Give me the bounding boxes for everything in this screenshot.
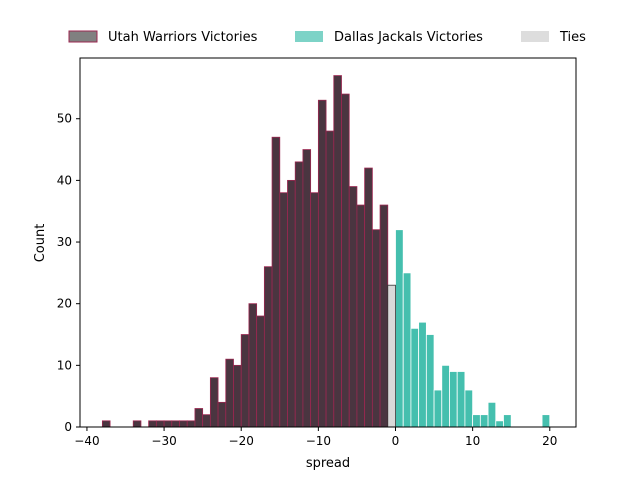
bar-dallas-jackals-victories-15 bbox=[541, 414, 551, 428]
bar-utah-warriors-victories-9 bbox=[202, 414, 211, 428]
x-axis-label: spread bbox=[306, 456, 350, 471]
bar-utah-warriors-victories-14 bbox=[240, 334, 250, 428]
x-tick-label: −30 bbox=[151, 434, 176, 448]
x-tick-label: 0 bbox=[392, 434, 400, 448]
bar-utah-warriors-victories-21 bbox=[294, 161, 304, 428]
bar-utah-warriors-victories-23 bbox=[310, 192, 319, 428]
x-tick-label: 20 bbox=[542, 434, 557, 448]
x-axis-ticks: −40 −30 −20 −10 0 10 20 bbox=[74, 427, 557, 448]
bar-utah-warriors-victories-20 bbox=[287, 179, 296, 428]
bar-utah-warriors-victories-17 bbox=[263, 266, 273, 428]
bar-utah-warriors-victories-26 bbox=[333, 75, 342, 428]
legend-label-0: Utah Warriors Victories bbox=[108, 30, 258, 45]
bar-utah-warriors-victories-13 bbox=[233, 364, 242, 428]
y-tick-label: 50 bbox=[57, 112, 72, 126]
legend: Utah Warriors Victories Dallas Jackals Vi… bbox=[68, 30, 586, 45]
bar-utah-warriors-victories-7 bbox=[186, 420, 196, 428]
x-tick-label: −40 bbox=[74, 434, 99, 448]
bar-dallas-jackals-victories-13 bbox=[495, 420, 504, 428]
bar-dallas-jackals-victories-5 bbox=[433, 389, 443, 428]
bar-utah-warriors-victories-11 bbox=[217, 401, 227, 428]
x-tick-label: −10 bbox=[306, 434, 331, 448]
bar-dallas-jackals-victories-6 bbox=[441, 364, 450, 428]
bar-dallas-jackals-victories-2 bbox=[410, 327, 420, 428]
y-tick-label: 40 bbox=[57, 173, 72, 187]
bar-utah-warriors-victories-15 bbox=[248, 303, 258, 428]
bar-dallas-jackals-victories-1 bbox=[402, 272, 412, 428]
bar-utah-warriors-victories-0 bbox=[101, 420, 111, 428]
legend-label-2: Ties bbox=[559, 30, 586, 45]
bar-utah-warriors-victories-1 bbox=[132, 420, 142, 428]
x-tick-label: −20 bbox=[229, 434, 254, 448]
y-tick-label: 10 bbox=[57, 358, 72, 372]
legend-label-1: Dallas Jackals Victories bbox=[334, 30, 483, 45]
legend-swatch-2 bbox=[521, 31, 549, 42]
bar-dallas-jackals-victories-0 bbox=[395, 229, 404, 428]
bar-utah-warriors-victories-8 bbox=[194, 408, 204, 428]
y-axis-label: Count bbox=[33, 224, 48, 263]
bar-utah-warriors-victories-5 bbox=[171, 420, 180, 428]
bar-utah-warriors-victories-29 bbox=[356, 204, 366, 428]
bar-dallas-jackals-victories-3 bbox=[418, 321, 427, 428]
bar-utah-warriors-victories-22 bbox=[302, 149, 312, 428]
bar-utah-warriors-victories-18 bbox=[271, 136, 281, 428]
bar-ties-0 bbox=[387, 284, 396, 428]
bar-utah-warriors-victories-30 bbox=[364, 167, 373, 428]
bar-dallas-jackals-victories-7 bbox=[449, 371, 458, 428]
y-tick-label: 20 bbox=[57, 297, 72, 311]
bar-utah-warriors-victories-12 bbox=[225, 358, 234, 428]
bar-dallas-jackals-victories-12 bbox=[487, 401, 497, 428]
bar-dallas-jackals-victories-11 bbox=[479, 414, 489, 428]
bar-utah-warriors-victories-6 bbox=[179, 420, 188, 428]
bar-dallas-jackals-victories-14 bbox=[503, 414, 512, 428]
bar-utah-warriors-victories-24 bbox=[317, 99, 327, 428]
bar-dallas-jackals-victories-9 bbox=[464, 389, 474, 428]
y-tick-label: 30 bbox=[57, 235, 72, 249]
bar-utah-warriors-victories-10 bbox=[209, 377, 219, 428]
bar-utah-warriors-victories-16 bbox=[256, 315, 265, 428]
bar-utah-warriors-victories-25 bbox=[325, 130, 335, 428]
y-axis-ticks: 0 10 20 30 40 50 bbox=[57, 112, 80, 434]
y-tick-label: 0 bbox=[64, 420, 72, 434]
bar-utah-warriors-victories-3 bbox=[155, 420, 165, 428]
bar-dallas-jackals-victories-4 bbox=[425, 334, 435, 428]
bar-utah-warriors-victories-2 bbox=[148, 420, 157, 428]
bar-utah-warriors-victories-27 bbox=[341, 93, 350, 428]
bar-utah-warriors-victories-19 bbox=[279, 192, 288, 428]
bar-utah-warriors-victories-32 bbox=[379, 204, 389, 428]
bar-dallas-jackals-victories-8 bbox=[456, 371, 466, 428]
bars-layer bbox=[101, 75, 551, 428]
bar-dallas-jackals-victories-10 bbox=[472, 414, 481, 428]
bar-utah-warriors-victories-28 bbox=[348, 186, 358, 428]
bar-utah-warriors-victories-31 bbox=[371, 229, 381, 428]
x-tick-label: 10 bbox=[465, 434, 480, 448]
bar-utah-warriors-victories-4 bbox=[163, 420, 173, 428]
legend-swatch-0 bbox=[68, 30, 98, 43]
legend-swatch-1 bbox=[295, 31, 323, 42]
